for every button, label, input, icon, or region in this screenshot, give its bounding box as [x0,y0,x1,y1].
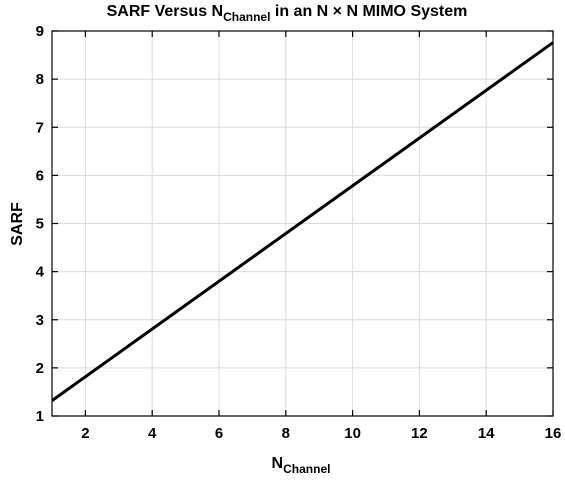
y-tick-label: 7 [36,119,44,136]
series-layer [51,41,554,402]
y-tick-labels: 1 2 3 4 5 6 7 8 9 [36,23,45,425]
y-tick-label: 5 [36,216,44,233]
x-axis-label: NChannel [272,455,331,476]
y-tick-label: 9 [36,23,44,40]
ticks [52,30,554,417]
x-tick-label: 10 [344,425,361,442]
x-tick-label: 16 [545,425,562,442]
chart-title-subscript: Channel [223,10,270,24]
y-tick-label: 6 [36,167,44,184]
sarf-line [51,41,554,402]
y-tick-label: 1 [36,408,44,425]
y-axis-label: SARF [9,202,26,246]
chart-title: SARF Versus NChannel in an N × N MIMO Sy… [107,3,468,24]
y-tick-label: 4 [36,264,45,281]
x-tick-label: 6 [215,425,223,442]
grid-lines [52,30,554,417]
x-tick-label: 4 [148,425,157,442]
x-tick-label: 12 [411,425,428,442]
y-tick-label: 8 [36,71,44,88]
chart-title-prefix: SARF Versus N [107,3,223,20]
x-tick-labels: 2 4 6 8 10 12 14 16 [81,425,561,442]
y-tick-label: 3 [36,312,44,329]
x-tick-label: 14 [478,425,495,442]
x-axis-label-subscript: Channel [283,462,330,476]
chart-title-suffix: in an N × N MIMO System [270,3,467,20]
x-tick-label: 2 [81,425,89,442]
y-tick-label: 2 [36,360,44,377]
x-axis-label-main: N [272,455,284,472]
x-tick-label: 8 [282,425,290,442]
